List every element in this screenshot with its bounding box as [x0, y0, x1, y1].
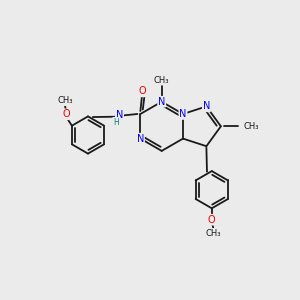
Text: CH₃: CH₃: [206, 229, 221, 238]
Text: CH₃: CH₃: [154, 76, 170, 85]
Text: CH₃: CH₃: [57, 96, 73, 105]
Text: N: N: [203, 101, 210, 111]
Text: N: N: [158, 97, 165, 107]
Text: N: N: [116, 110, 123, 120]
Text: O: O: [63, 109, 70, 119]
Text: N: N: [179, 109, 187, 119]
Text: CH₃: CH₃: [244, 122, 259, 131]
Text: H: H: [113, 118, 119, 127]
Text: O: O: [208, 215, 216, 225]
Text: O: O: [138, 86, 146, 96]
Text: N: N: [137, 134, 144, 144]
